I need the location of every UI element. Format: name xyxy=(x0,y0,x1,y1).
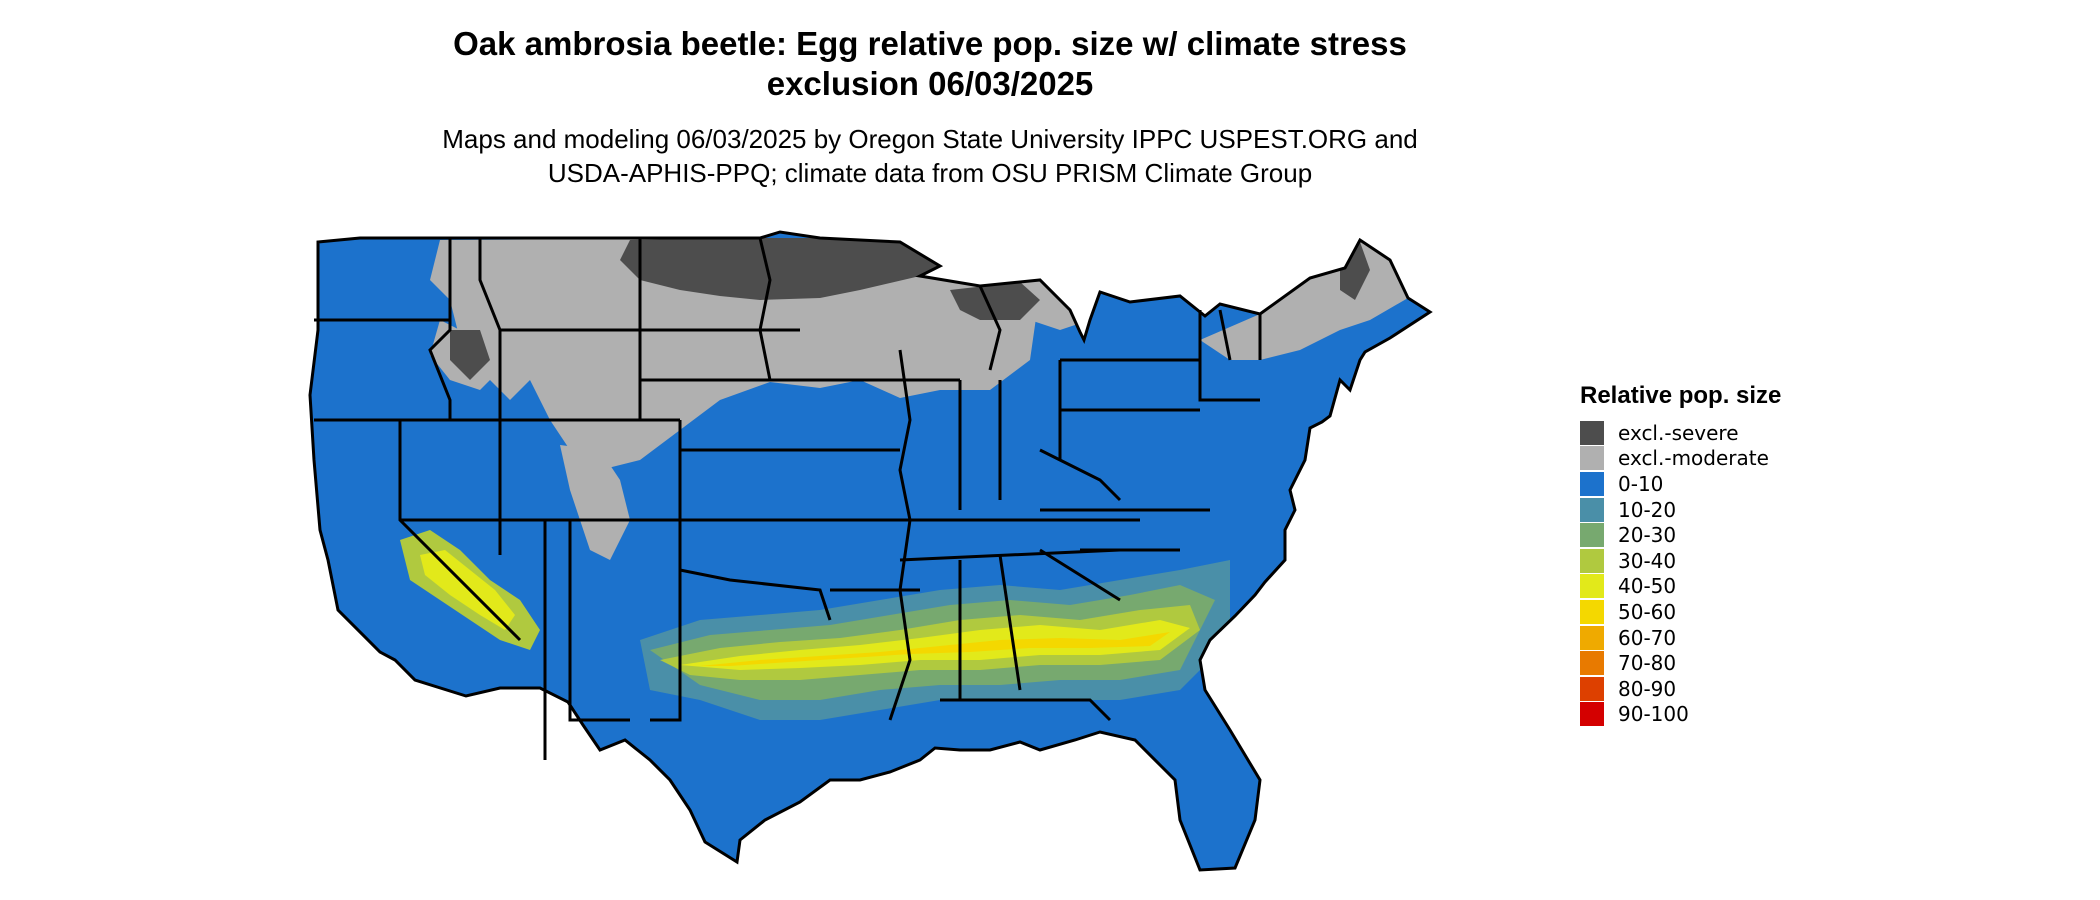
excl-moderate-colorado-rockies xyxy=(560,445,630,560)
legend-label: 0-10 xyxy=(1618,471,1664,496)
excl-severe-wisconsin-north xyxy=(950,282,1040,320)
us-map xyxy=(308,230,1433,872)
band-50-60 xyxy=(700,632,1170,666)
legend-item: 80-90 xyxy=(1580,676,1880,702)
legend-item: 60-70 xyxy=(1580,625,1880,651)
legend-item: excl.-severe xyxy=(1580,420,1880,446)
legend-item: 90-100 xyxy=(1580,702,1880,728)
border-ok-tx xyxy=(678,520,832,621)
border-mi-wi xyxy=(978,285,1002,371)
border-wv-va xyxy=(1039,448,1122,502)
legend-item: 10-20 xyxy=(1580,497,1880,523)
map-title: Oak ambrosia beetle: Egg relative pop. s… xyxy=(0,24,1860,104)
legend-swatch xyxy=(1580,574,1604,599)
border-vt-nh xyxy=(1218,309,1232,361)
legend: Relative pop. size excl.-severe excl.-mod… xyxy=(1580,382,1880,727)
legend-swatch xyxy=(1580,702,1604,727)
legend-swatch xyxy=(1580,651,1604,676)
excl-severe-wyoming xyxy=(450,330,490,380)
legend-item: 30-40 xyxy=(1580,548,1880,574)
legend-swatch xyxy=(1580,548,1604,573)
border-ga-fl xyxy=(940,698,1112,722)
legend-swatch xyxy=(1580,471,1604,496)
legend-title: Relative pop. size xyxy=(1580,382,1782,409)
legend-label: 50-60 xyxy=(1618,599,1677,624)
legend-label: 80-90 xyxy=(1618,676,1677,701)
legend-label: excl.-severe xyxy=(1618,420,1739,445)
legend-swatch xyxy=(1580,676,1604,701)
legend-item: 70-80 xyxy=(1580,650,1880,676)
border-co-nm xyxy=(568,520,630,722)
legend-label: 30-40 xyxy=(1618,548,1677,573)
legend-item: 0-10 xyxy=(1580,471,1880,497)
legend-label: 60-70 xyxy=(1618,625,1677,650)
legend-label: 20-30 xyxy=(1618,523,1677,548)
legend-label: 40-50 xyxy=(1618,574,1677,599)
legend-swatch xyxy=(1580,523,1604,548)
legend-item: 50-60 xyxy=(1580,599,1880,625)
excl-moderate-northern-plains xyxy=(430,238,1040,470)
legend-swatch xyxy=(1580,446,1604,471)
border-ga-sc xyxy=(1039,548,1121,602)
legend-item: 20-30 xyxy=(1580,522,1880,548)
legend-swatch xyxy=(1580,599,1604,624)
legend-label: 90-100 xyxy=(1618,702,1689,727)
border-al-ga xyxy=(998,554,1022,691)
legend-label: excl.-moderate xyxy=(1618,446,1769,471)
legend-item: 40-50 xyxy=(1580,574,1880,600)
legend-swatch xyxy=(1580,625,1604,650)
state-borders xyxy=(308,230,1433,872)
border-id-west xyxy=(428,238,452,420)
map-subtitle: Maps and modeling 06/03/2025 by Oregon S… xyxy=(0,122,1860,190)
title-line-1: Oak ambrosia beetle: Egg relative pop. s… xyxy=(453,25,1407,62)
border-tn-south xyxy=(899,548,1121,562)
us-outline xyxy=(308,230,1433,872)
legend-item: excl.-moderate xyxy=(1580,446,1880,472)
border-nd-mn xyxy=(758,237,772,381)
subtitle-line-1: Maps and modeling 06/03/2025 by Oregon S… xyxy=(442,124,1418,154)
subtitle-line-2: USDA-APHIS-PPQ; climate data from OSU PR… xyxy=(547,158,1313,188)
legend-label: 70-80 xyxy=(1618,651,1677,676)
legend-swatch xyxy=(1580,420,1604,445)
legend-label: 10-20 xyxy=(1618,497,1677,522)
border-mt-wy xyxy=(478,238,640,332)
legend-swatch xyxy=(1580,497,1604,522)
border-nm-east xyxy=(650,420,682,722)
excl-severe-north-dakota-minnesota xyxy=(620,238,940,300)
legend-items: excl.-severe excl.-moderate 0-10 10-20 20-30… xyxy=(1580,420,1880,727)
title-line-2: exclusion 06/03/2025 xyxy=(766,65,1094,102)
border-ny-ne xyxy=(1198,310,1260,402)
